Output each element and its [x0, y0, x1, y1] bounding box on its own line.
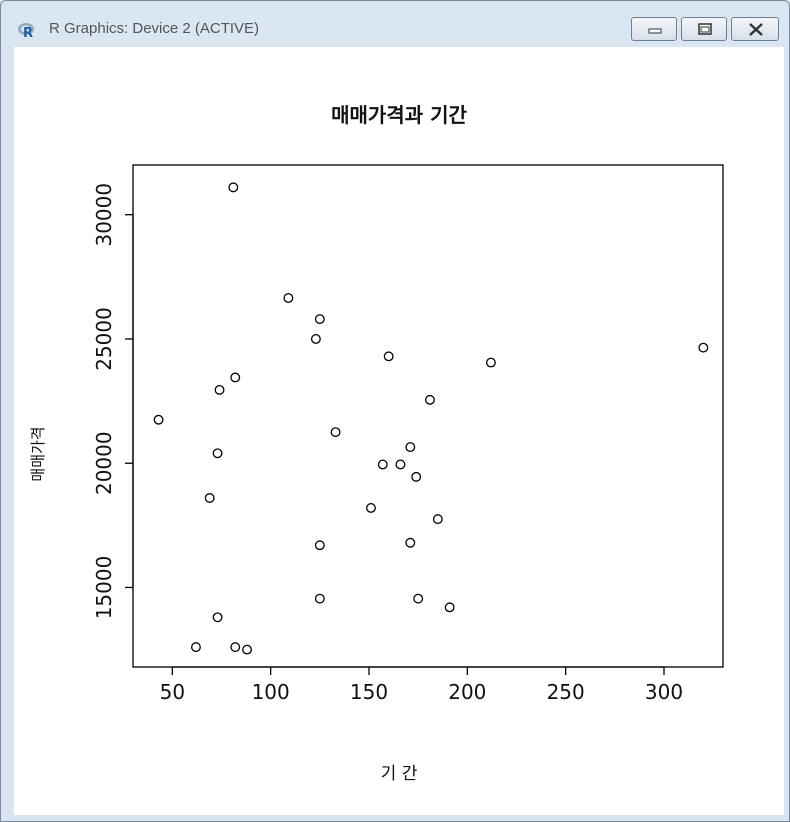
data-point — [330, 427, 341, 438]
data-point — [228, 182, 239, 193]
data-point — [411, 471, 422, 482]
y-axis-label: 매매가격 — [29, 426, 47, 482]
data-point — [314, 540, 325, 551]
data-point — [153, 414, 164, 425]
svg-text:R: R — [23, 26, 33, 39]
plot-frame — [132, 164, 724, 668]
x-tick-label: 100 — [252, 680, 290, 704]
x-tick-label: 150 — [350, 680, 388, 704]
data-point — [383, 351, 394, 362]
data-point — [204, 493, 215, 503]
data-point — [230, 372, 241, 383]
data-point — [485, 357, 496, 368]
title-bar[interactable]: R R Graphics: Device 2 (ACTIVE) — [1, 1, 789, 47]
data-point — [405, 442, 416, 453]
chart-title: 매매가격과 기간 — [331, 103, 467, 127]
data-point — [214, 384, 225, 395]
data-point — [444, 602, 455, 613]
data-point — [283, 293, 294, 303]
plot-canvas: 매매가격과 기간 50 100 150 200 250 300 15000 20000 2500… — [14, 47, 784, 815]
y-tick-label: 25000 — [92, 307, 116, 371]
x-tick-label: 250 — [547, 680, 585, 704]
y-tick-label: 30000 — [92, 183, 116, 247]
scatter-plot: 50 100 150 200 250 300 15000 20000 25000 30000 — [92, 164, 724, 704]
y-tick-label: 15000 — [92, 556, 116, 620]
data-point — [212, 448, 223, 459]
data-point — [405, 537, 416, 548]
data-point — [377, 459, 388, 470]
minimize-button[interactable] — [631, 17, 677, 41]
data-point — [432, 514, 443, 525]
y-tick-label: 20000 — [92, 431, 116, 495]
data-point — [314, 314, 325, 325]
data-point — [230, 642, 241, 653]
window-title: R Graphics: Device 2 (ACTIVE) — [49, 20, 260, 37]
data-point — [212, 612, 223, 623]
maximize-button[interactable] — [681, 17, 727, 41]
data-point — [698, 342, 709, 353]
x-tick-label: 200 — [448, 680, 486, 704]
close-button[interactable] — [731, 17, 779, 41]
data-point — [314, 593, 325, 604]
r-logo-icon: R — [17, 21, 35, 41]
data-point — [395, 459, 406, 470]
data-point — [425, 394, 435, 405]
data-point — [310, 334, 321, 344]
data-point — [190, 642, 201, 653]
x-tick-label: 300 — [645, 680, 683, 704]
data-point — [413, 593, 424, 604]
data-point — [242, 644, 253, 655]
data-point — [366, 503, 376, 513]
close-icon — [749, 23, 763, 36]
minimize-icon — [648, 28, 662, 34]
x-axis-label: 기 간 — [380, 764, 418, 784]
x-tick-label: 50 — [160, 680, 185, 704]
maximize-icon — [698, 23, 712, 35]
